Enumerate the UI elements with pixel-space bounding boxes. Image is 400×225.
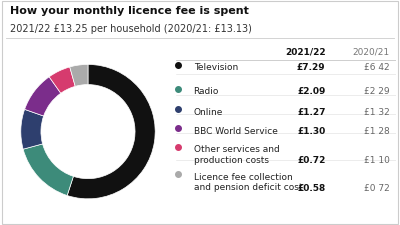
Text: 2020/21: 2020/21 bbox=[352, 48, 389, 57]
Text: £0 72: £0 72 bbox=[364, 184, 389, 193]
Text: £0.58: £0.58 bbox=[297, 184, 326, 193]
Text: Radio: Radio bbox=[194, 87, 219, 96]
Wedge shape bbox=[70, 64, 88, 86]
Text: £1 32: £1 32 bbox=[364, 108, 389, 117]
Text: £0.72: £0.72 bbox=[297, 156, 326, 165]
Text: 2021/22: 2021/22 bbox=[285, 48, 326, 57]
Wedge shape bbox=[67, 64, 155, 199]
Text: £2.09: £2.09 bbox=[297, 87, 326, 96]
Text: Other services and
production costs: Other services and production costs bbox=[194, 145, 279, 165]
Wedge shape bbox=[24, 77, 61, 116]
Text: £1 10: £1 10 bbox=[364, 156, 389, 165]
Wedge shape bbox=[49, 67, 75, 93]
Text: 2021/22 £13.25 per household (2020/21: £13.13): 2021/22 £13.25 per household (2020/21: £… bbox=[10, 24, 252, 34]
Text: BBC World Service: BBC World Service bbox=[194, 126, 278, 135]
Wedge shape bbox=[23, 144, 74, 196]
Text: Online: Online bbox=[194, 108, 223, 117]
Wedge shape bbox=[21, 109, 44, 149]
Text: Television: Television bbox=[194, 63, 238, 72]
Text: £1.30: £1.30 bbox=[297, 126, 326, 135]
Text: £6 42: £6 42 bbox=[364, 63, 389, 72]
Text: £7.29: £7.29 bbox=[297, 63, 326, 72]
Text: £2 29: £2 29 bbox=[364, 87, 389, 96]
Text: £1 28: £1 28 bbox=[364, 126, 389, 135]
Text: £1.27: £1.27 bbox=[297, 108, 326, 117]
Text: How your monthly licence fee is spent: How your monthly licence fee is spent bbox=[10, 6, 249, 16]
Text: Licence fee collection
and pension deficit cost: Licence fee collection and pension defic… bbox=[194, 173, 302, 192]
